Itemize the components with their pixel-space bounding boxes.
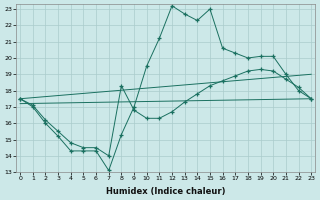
X-axis label: Humidex (Indice chaleur): Humidex (Indice chaleur) <box>106 187 225 196</box>
